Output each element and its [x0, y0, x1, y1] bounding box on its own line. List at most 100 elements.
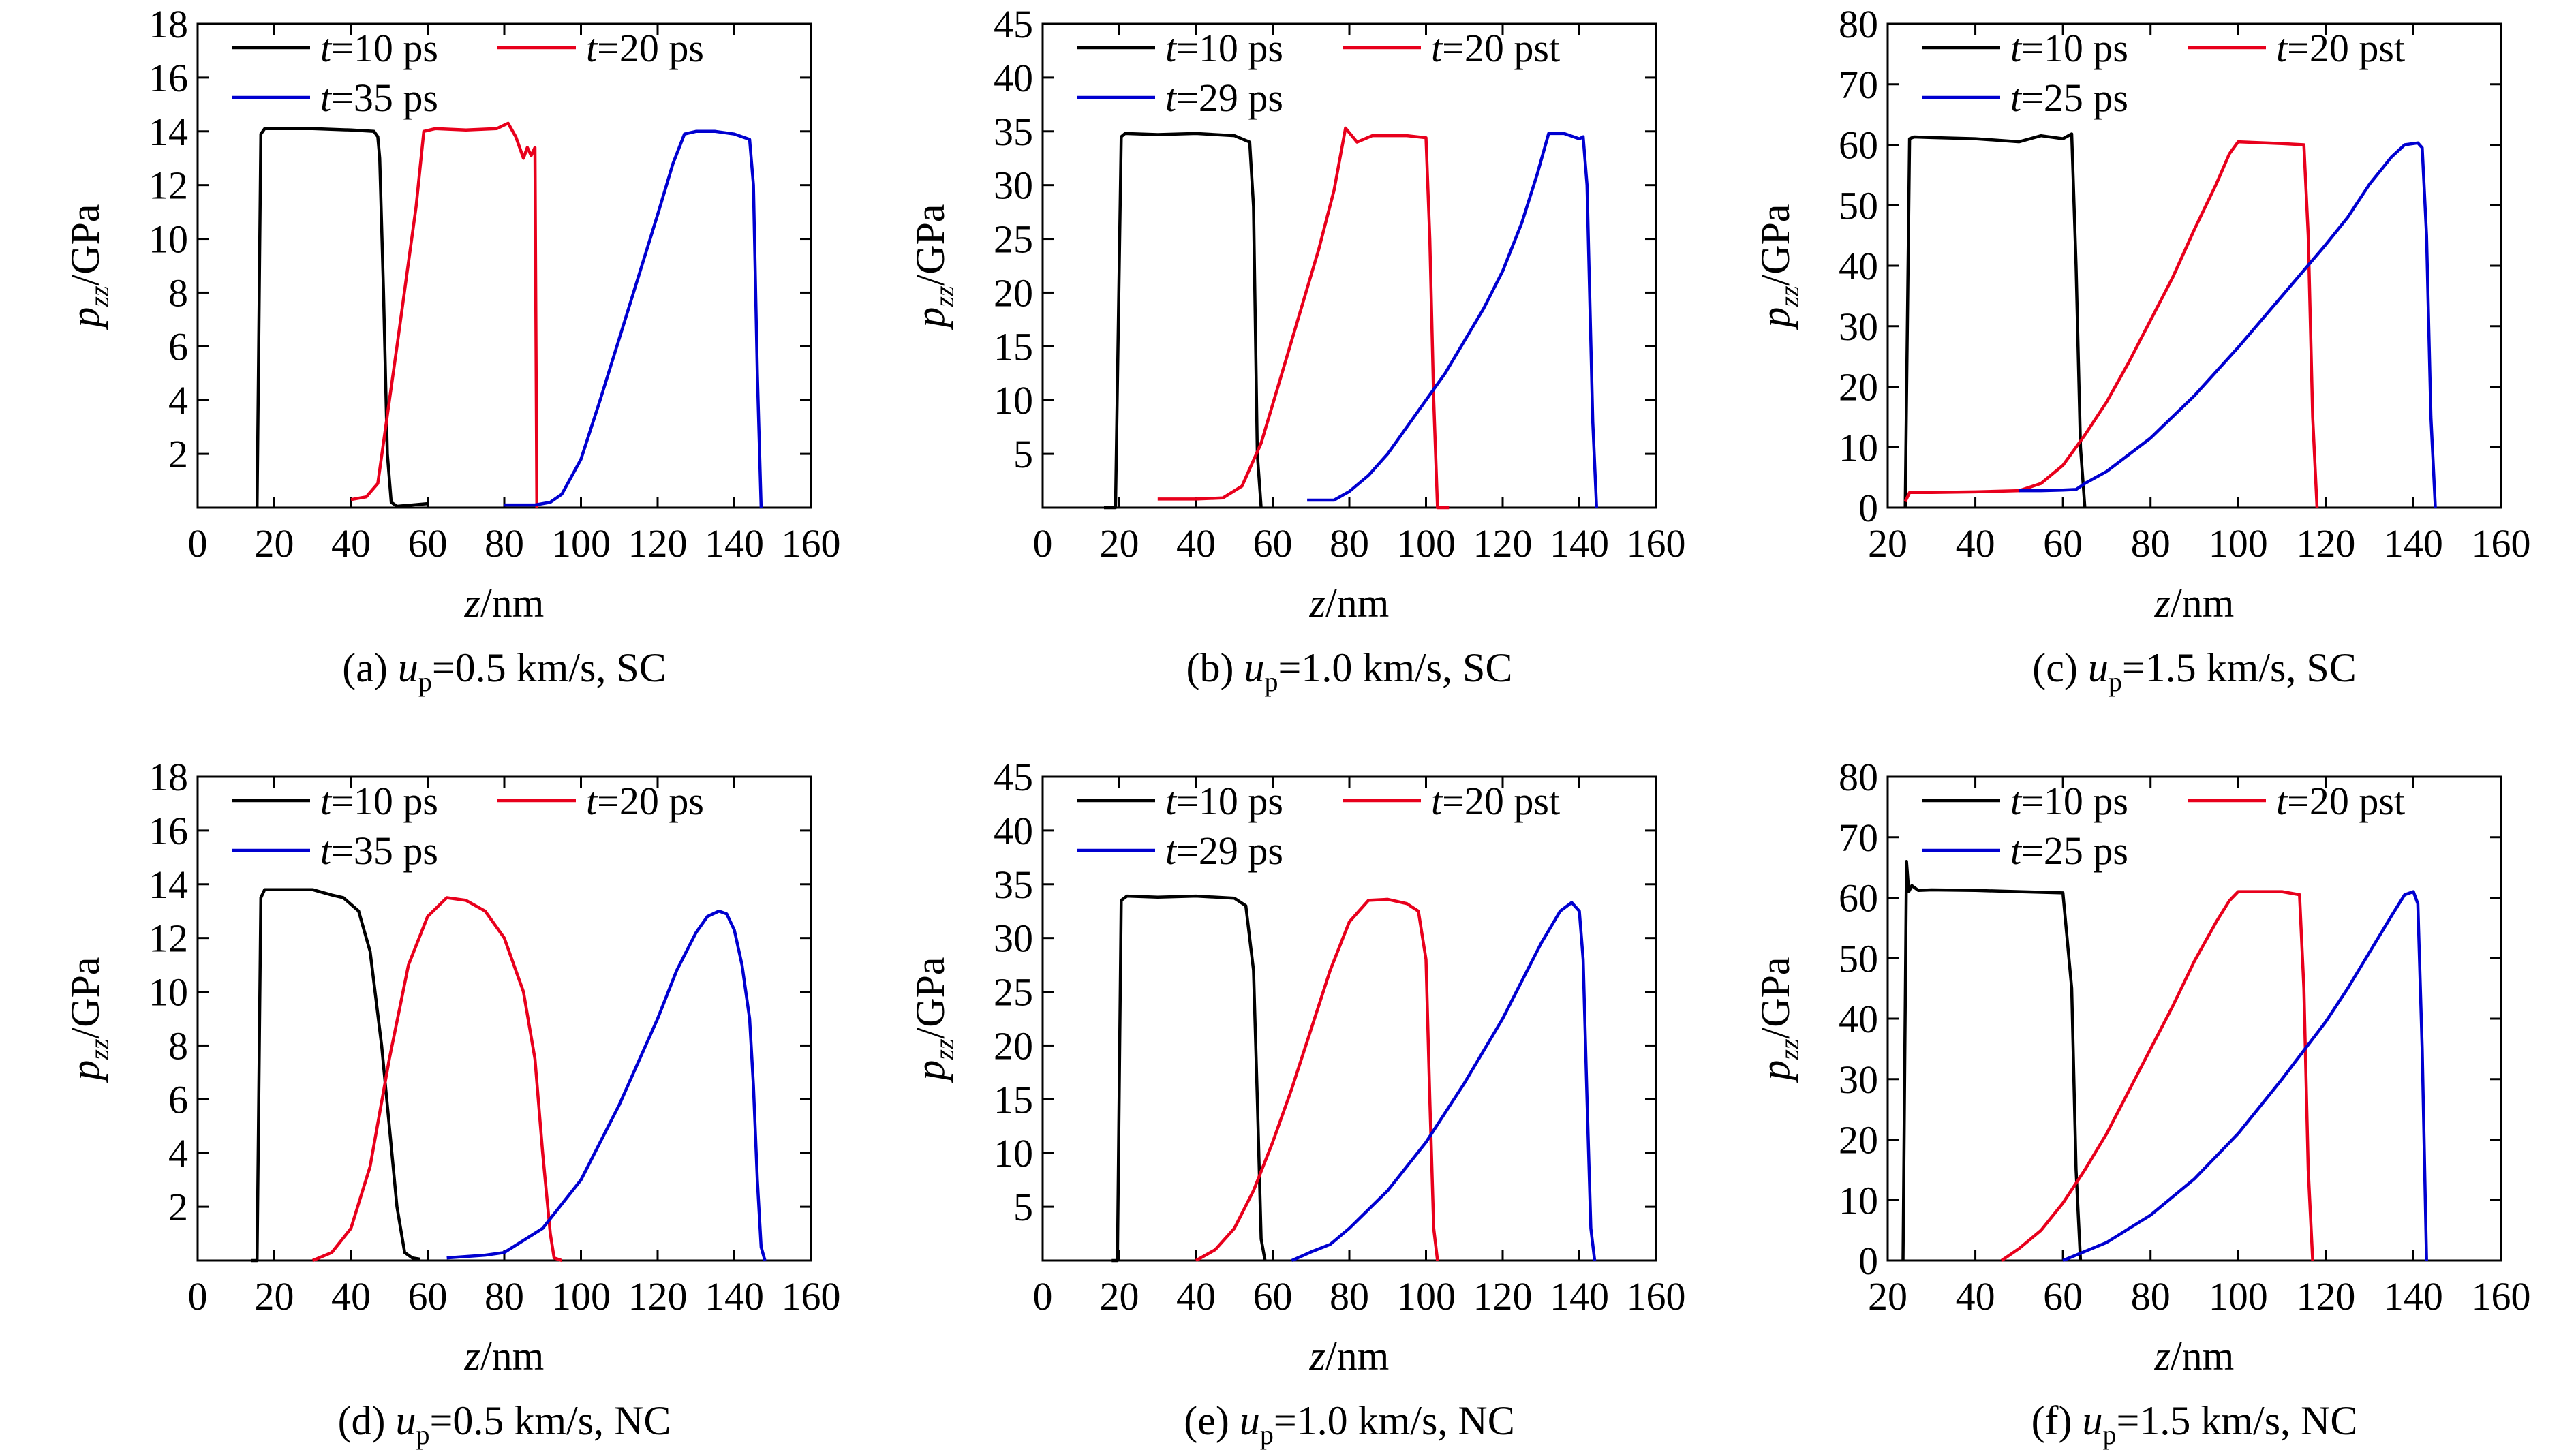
series-line-1	[1111, 894, 1267, 1263]
series-line-1	[1104, 132, 1263, 510]
x-tick-label: 40	[1176, 521, 1216, 566]
legend-label: =10 ps	[2021, 26, 2128, 70]
y-tick-label: 30	[994, 916, 1033, 961]
x-tick-label: 0	[188, 521, 208, 566]
legend-entry: t=10 ps	[320, 779, 438, 823]
y-tick-label: 0	[1858, 486, 1878, 530]
chart-panel-c: 20 40 60 80 100 120 140 16001020304050607080t=1…	[1753, 2, 2531, 697]
y-tick-label: 16	[149, 809, 188, 853]
legend-var: t	[1165, 829, 1178, 873]
x-tick-label: 80	[485, 521, 524, 566]
legend-label: =10 ps	[2021, 779, 2128, 823]
y-axis-label: pzz/GPa	[63, 204, 114, 330]
x-tick-label: 60	[408, 1274, 448, 1318]
caption-prefix: (e)	[1184, 1398, 1240, 1443]
y-tick-label: 40	[994, 56, 1033, 100]
y-tick-label: 5	[1013, 432, 1033, 476]
chart-panel-a: 0 20 40 60 80 100 120 140 16024681012141618t=10 …	[63, 2, 841, 697]
series-line-2	[1903, 140, 2319, 508]
y-axis-sub: zz	[1774, 285, 1805, 308]
legend-entry: t=35 ps	[320, 76, 438, 120]
x-axis-var: z	[1309, 581, 1325, 625]
x-tick-label: 120	[1473, 1274, 1533, 1318]
y-axis-label: pzz/GPa	[63, 957, 114, 1083]
legend-var: t	[586, 779, 598, 823]
caption-var: u	[1240, 1398, 1260, 1443]
legend-label: =25 ps	[2021, 76, 2128, 120]
x-tick-label: 20	[255, 521, 294, 566]
caption-sub: p	[1265, 666, 1278, 697]
x-tick-label: 160	[1627, 1274, 1686, 1318]
x-tick-label: 140	[2384, 1274, 2443, 1318]
x-tick-label: 100	[551, 1274, 611, 1318]
legend-var: t	[2010, 779, 2023, 823]
x-axis-label: z/nm	[1309, 1333, 1390, 1378]
y-axis-sub: zz	[84, 1038, 114, 1061]
y-tick-label: 20	[994, 1023, 1033, 1068]
caption-rest: =0.5 km/s, NC	[430, 1398, 671, 1443]
x-tick-label: 60	[408, 521, 448, 566]
y-tick-label: 80	[1839, 755, 1878, 799]
x-axis-unit: /nm	[480, 581, 544, 625]
y-axis-label: pzz/GPa	[1753, 204, 1805, 330]
x-tick-label: 100	[1396, 521, 1456, 566]
chart-panel-b: 0 20 40 60 80 100 120 140 16051015202530354045t=…	[908, 2, 1686, 697]
legend-entry: t=10 ps	[2010, 26, 2128, 70]
y-tick-label: 20	[1839, 365, 1878, 410]
legend-var: t	[1431, 779, 1443, 823]
caption-sub: p	[418, 666, 432, 697]
legend-entry: t=10 ps	[1165, 26, 1283, 70]
x-tick-label: 60	[2043, 521, 2083, 566]
legend-entry: t=10 ps	[320, 26, 438, 70]
y-tick-label: 10	[1839, 1178, 1878, 1222]
x-tick-label: 160	[1627, 521, 1686, 566]
panel-caption: (c) up=1.5 km/s, SC	[2032, 645, 2357, 697]
legend-label: =35 ps	[331, 76, 438, 120]
y-tick-label: 10	[1839, 425, 1878, 469]
y-axis-var: p	[63, 307, 108, 330]
caption-var: u	[398, 645, 418, 690]
legend-entry: t=20 pst	[1431, 779, 1560, 823]
panel-caption: (d) up=0.5 km/s, NC	[338, 1398, 671, 1450]
x-tick-label: 160	[2472, 521, 2531, 566]
x-axis-unit: /nm	[1325, 1333, 1389, 1378]
x-tick-label: 140	[705, 521, 764, 566]
caption-rest: =0.5 km/s, SC	[432, 645, 666, 690]
x-axis-var: z	[1309, 1333, 1325, 1378]
y-tick-label: 10	[994, 378, 1033, 422]
x-tick-label: 60	[2043, 1274, 2083, 1318]
y-axis-unit: /GPa	[908, 957, 953, 1038]
x-tick-label: 20	[1868, 521, 1907, 566]
x-tick-label: 120	[628, 521, 688, 566]
x-axis-label: z/nm	[2154, 581, 2235, 625]
panel-caption: (e) up=1.0 km/s, NC	[1184, 1398, 1514, 1450]
series-line-1	[251, 888, 420, 1263]
x-tick-label: 40	[1176, 1274, 1216, 1318]
chart-panel-d: 0 20 40 60 80 100 120 140 16024681012141618t=10 …	[63, 755, 841, 1450]
caption-sub: p	[416, 1419, 430, 1450]
x-tick-label: 20	[1868, 1274, 1907, 1318]
series-line-2	[2000, 890, 2314, 1262]
x-tick-label: 100	[2209, 1274, 2268, 1318]
y-axis-sub: zz	[1774, 1038, 1805, 1061]
legend-label: =20 pst	[2287, 26, 2405, 70]
series-line-3	[2019, 141, 2437, 508]
x-tick-label: 80	[1330, 521, 1369, 566]
x-tick-label: 80	[2131, 1274, 2171, 1318]
legend-var: t	[320, 829, 333, 873]
series-line-3	[504, 129, 763, 508]
legend-label: =10 ps	[331, 779, 438, 823]
y-tick-label: 30	[994, 164, 1033, 208]
legend-var: t	[2276, 26, 2288, 70]
x-axis-label: z/nm	[464, 581, 545, 625]
y-tick-label: 2	[168, 1185, 188, 1229]
panel-caption: (b) up=1.0 km/s, SC	[1186, 645, 1513, 697]
y-tick-label: 40	[994, 809, 1033, 853]
y-axis-sub: zz	[929, 285, 960, 308]
y-tick-label: 20	[994, 271, 1033, 315]
x-tick-label: 20	[255, 1274, 294, 1318]
y-tick-label: 2	[168, 432, 188, 476]
legend-entry: t=20 ps	[586, 26, 704, 70]
legend-label: =29 ps	[1176, 76, 1283, 120]
